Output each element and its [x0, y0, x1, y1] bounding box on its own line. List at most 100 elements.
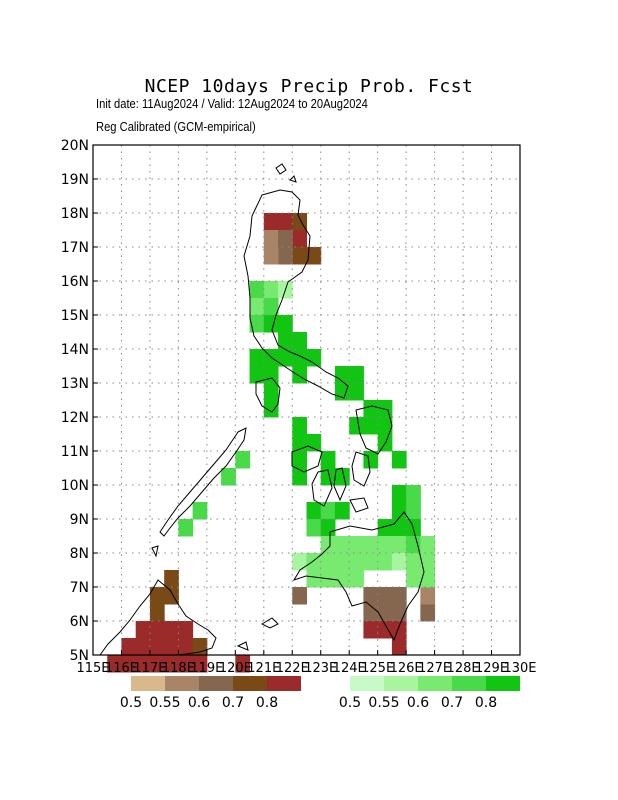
lat-label: 13N: [61, 376, 89, 392]
lon-label: 122E: [276, 661, 309, 676]
coastline-bohol: [349, 497, 369, 513]
wet-probability-cell: [292, 366, 307, 384]
dry-legend-swatch: [165, 676, 199, 691]
dry-probability-cell: [149, 638, 165, 656]
dry-probability-cell: [278, 230, 293, 248]
dry-probability-cell: [363, 604, 379, 622]
wet-legend-swatch: [418, 676, 452, 691]
wet-probability-cell: [391, 451, 407, 469]
wet-probability-cell: [292, 451, 307, 469]
wet-probability-cell: [292, 417, 307, 435]
coastline-palawan: [159, 427, 247, 537]
dry-probability-cell: [278, 247, 293, 265]
dry-legend-swatch: [233, 676, 267, 691]
dry-probability-cell: [135, 655, 151, 673]
dry-probability-cell: [164, 570, 179, 588]
coastline-leyte: [351, 451, 371, 487]
wet-probability-cell: [334, 553, 350, 571]
dry-probability-cell: [164, 655, 179, 673]
wet-probability-cell: [278, 332, 293, 350]
dry-probability-cell: [292, 230, 307, 248]
dry-probability-cell: [178, 655, 194, 673]
dry-probability-cell: [278, 213, 293, 231]
lon-label: 120E: [219, 661, 252, 676]
wet-probability-cell: [406, 502, 421, 520]
wet-probability-cell: [192, 502, 208, 520]
wet-probability-cell: [306, 570, 322, 588]
wet-legend-label: 0.6: [407, 695, 429, 711]
dry-probability-cell: [391, 621, 407, 639]
dry-probability-cell: [306, 247, 322, 265]
wet-probability-cell: [263, 366, 279, 384]
lat-label: 14N: [61, 342, 89, 358]
coastline-luzon: [243, 189, 349, 399]
wet-probability-cell: [263, 298, 279, 316]
wet-probability-cell: [320, 468, 336, 486]
wet-probability-cell: [334, 536, 350, 554]
dry-probability-cell: [164, 621, 179, 639]
dry-probability-cell: [192, 655, 208, 673]
lat-label: 15N: [61, 308, 89, 324]
wet-probability-cell: [349, 553, 364, 571]
wet-probability-cell: [363, 451, 379, 469]
lon-label: 128E: [447, 661, 480, 676]
dry-probability-cell: [149, 655, 165, 673]
wet-probability-cell: [406, 536, 421, 554]
wet-legend-swatch: [384, 676, 418, 691]
wet-probability-cell: [249, 315, 265, 333]
wet-probability-cell: [320, 519, 336, 537]
dry-probability-cell: [178, 638, 194, 656]
wet-probability-cell: [292, 553, 307, 571]
dry-legend-label: 0.8: [256, 695, 278, 711]
dry-probability-cell: [149, 604, 165, 622]
dry-probability-cell: [377, 587, 393, 605]
wet-legend-swatch: [350, 676, 384, 691]
dry-legend-label: 0.6: [188, 695, 210, 711]
map-subtitle: Init date: 11Aug2024 / Valid: 12Aug2024 …: [96, 96, 368, 111]
wet-probability-cell: [334, 468, 350, 486]
wet-probability-cell: [377, 417, 393, 435]
wet-probability-cell: [420, 536, 436, 554]
wet-probability-cell: [221, 468, 236, 486]
wet-probability-cell: [406, 570, 421, 588]
dry-probability-cell: [292, 587, 307, 605]
dry-probability-cell: [135, 638, 151, 656]
wet-probability-cell: [349, 417, 364, 435]
dry-probability-cell: [420, 604, 436, 622]
wet-probability-cell: [249, 281, 265, 299]
wet-probability-cell: [292, 468, 307, 486]
lat-label: 8N: [70, 546, 89, 562]
coastline-mindanao: [292, 511, 425, 642]
wet-probability-cell: [363, 400, 379, 418]
map-frame: [92, 144, 521, 656]
longitude-axis: 115E116E117E118E119E120E121E122E123E124E…: [76, 650, 537, 676]
wet-legend-label: 0.7: [441, 695, 463, 711]
lon-label: 121E: [247, 661, 280, 676]
lon-label: 126E: [390, 661, 423, 676]
dry-probability-cell: [121, 655, 137, 673]
lon-label: 124E: [333, 661, 366, 676]
coastline-sulu: [236, 617, 279, 651]
coastline-cebu: [333, 467, 347, 502]
wet-probability-cell: [306, 553, 322, 571]
wet-probability-cell: [292, 332, 307, 350]
wet-probability-cell: [363, 536, 379, 554]
dry-probability-cell: [391, 587, 407, 605]
wet-probability-cell: [306, 502, 322, 520]
dry-probability-cell: [377, 621, 393, 639]
coastline: [99, 163, 425, 656]
dry-probability-cell: [149, 621, 165, 639]
wet-probability-cell: [391, 553, 407, 571]
dry-probability-cell: [263, 247, 279, 265]
lon-label: 127E: [418, 661, 451, 676]
grid-lines: [93, 145, 520, 655]
wet-probability-cell: [406, 485, 421, 503]
coastline-negros: [311, 469, 333, 507]
wet-probability-cell: [363, 553, 379, 571]
lat-label: 19N: [61, 172, 89, 188]
dry-legend-label: 0.5: [120, 695, 142, 711]
map-title: NCEP 10days Precip Prob. Fcst: [144, 76, 474, 97]
wet-legend-label: 0.55: [368, 695, 399, 711]
wet-probability-cell: [349, 570, 364, 588]
dry-probability-cell: [363, 621, 379, 639]
